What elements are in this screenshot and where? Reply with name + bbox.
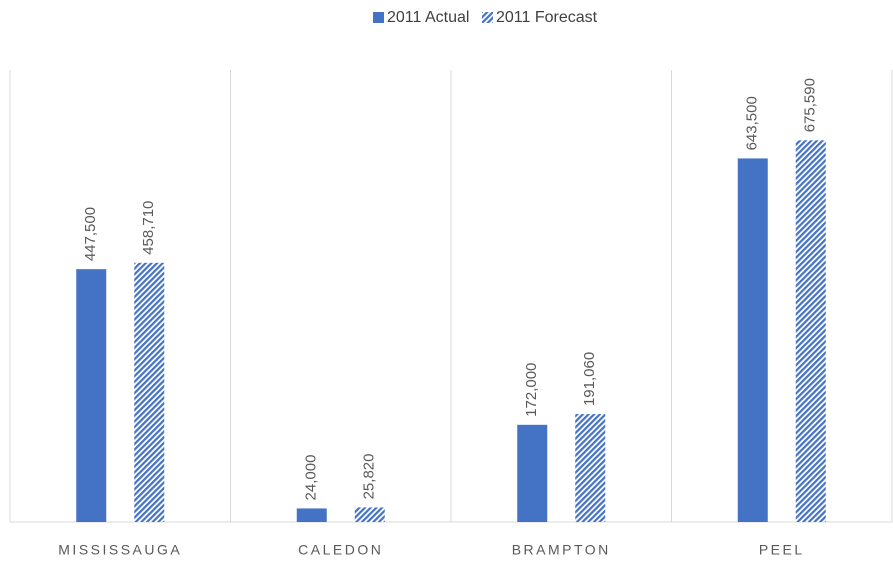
bar [517, 424, 548, 522]
x-tick-label: PEEL [759, 542, 805, 558]
x-tick-label: CALEDON [298, 542, 383, 558]
data-label: 675,590 [802, 78, 819, 132]
bar [737, 158, 768, 523]
legend-label: 2011 Actual [387, 9, 469, 26]
data-label: 24,000 [303, 455, 320, 501]
bar [795, 140, 826, 522]
data-label: 25,820 [361, 454, 378, 500]
bar [575, 414, 606, 522]
data-label: 191,060 [581, 352, 598, 406]
x-tick-label: MISSISSAUGA [58, 542, 182, 558]
x-tick-label: BRAMPTON [512, 542, 611, 558]
bar [296, 508, 327, 522]
legend-swatch [482, 12, 493, 23]
legend-label: 2011 Forecast [496, 9, 598, 26]
legend-swatch [373, 12, 384, 23]
data-label: 458,710 [140, 201, 157, 255]
data-label: 447,500 [82, 207, 99, 261]
bar [354, 507, 385, 522]
data-label: 172,000 [523, 363, 540, 417]
bar [134, 262, 165, 522]
bar [76, 269, 107, 522]
data-label: 643,500 [744, 96, 761, 150]
